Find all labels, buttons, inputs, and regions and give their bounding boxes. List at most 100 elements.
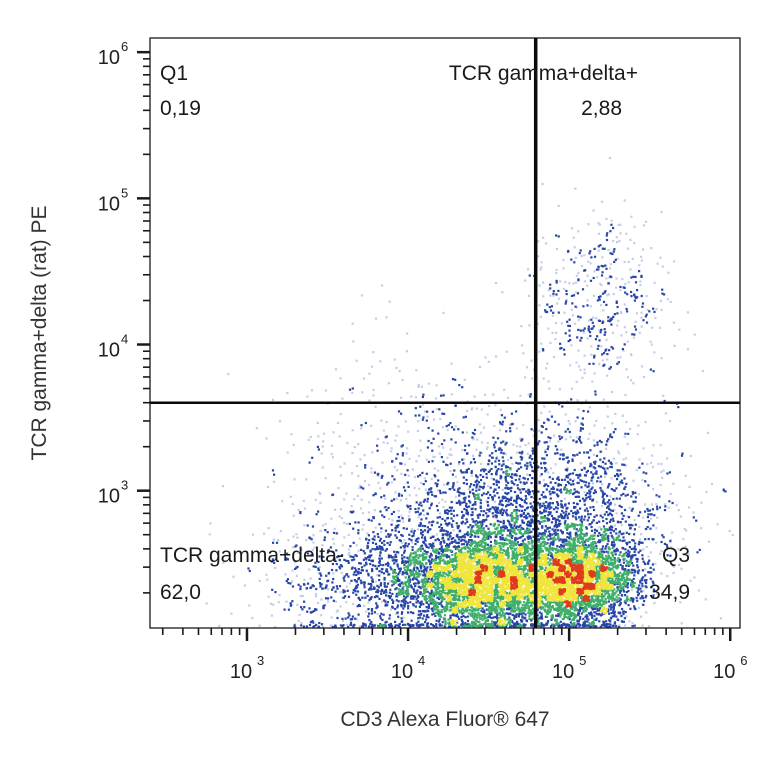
event-dot bbox=[398, 625, 401, 629]
event-dot bbox=[605, 447, 608, 450]
event-dot bbox=[563, 486, 566, 489]
event-dot bbox=[508, 503, 511, 506]
event-dot bbox=[406, 447, 409, 450]
event-dot bbox=[446, 546, 449, 549]
event-dot bbox=[579, 316, 582, 319]
event-dot bbox=[324, 477, 327, 480]
event-dot bbox=[350, 579, 353, 582]
event-dot bbox=[386, 483, 389, 486]
event-dot bbox=[421, 617, 424, 620]
event-dot bbox=[654, 316, 657, 320]
event-dot bbox=[602, 519, 605, 523]
event-dot bbox=[592, 316, 595, 319]
event-dot bbox=[345, 623, 349, 626]
event-dot bbox=[438, 512, 441, 515]
event-dot bbox=[608, 619, 611, 622]
event-dot bbox=[577, 230, 580, 233]
event-dot bbox=[628, 551, 631, 554]
event-dot bbox=[616, 362, 619, 365]
event-dot bbox=[450, 517, 453, 520]
event-dot bbox=[543, 538, 546, 541]
event-dot bbox=[609, 531, 612, 534]
event-dot bbox=[573, 488, 576, 491]
event-dot bbox=[640, 311, 643, 314]
event-dot bbox=[423, 592, 426, 595]
event-dot bbox=[509, 489, 513, 493]
event-dot bbox=[604, 533, 607, 536]
event-dot bbox=[368, 612, 371, 615]
event-dot bbox=[378, 545, 381, 548]
event-dot bbox=[390, 481, 393, 484]
event-dot bbox=[464, 444, 467, 447]
event-dot bbox=[496, 526, 499, 529]
event-dot bbox=[609, 252, 612, 255]
event-dot bbox=[551, 623, 554, 626]
event-dot bbox=[476, 625, 480, 628]
event-dot bbox=[624, 494, 627, 497]
event-dot bbox=[592, 461, 596, 464]
event-dot bbox=[577, 328, 580, 331]
event-dot bbox=[597, 249, 600, 252]
event-dot bbox=[407, 577, 410, 581]
event-dot bbox=[519, 445, 522, 448]
event-dot bbox=[585, 481, 588, 484]
event-dot bbox=[308, 461, 311, 464]
event-dot bbox=[599, 295, 602, 298]
event-dot bbox=[501, 291, 504, 294]
event-dot bbox=[388, 591, 391, 594]
event-dot bbox=[370, 424, 373, 427]
event-dot bbox=[579, 507, 582, 510]
event-dot bbox=[396, 519, 399, 523]
event-dot bbox=[596, 276, 599, 279]
event-dot bbox=[504, 452, 507, 455]
event-dot bbox=[598, 439, 602, 442]
event-dot bbox=[541, 182, 544, 186]
event-dot bbox=[479, 529, 482, 532]
event-dot bbox=[602, 501, 605, 504]
event-dot bbox=[366, 545, 370, 548]
event-dot bbox=[294, 545, 297, 548]
event-dot bbox=[473, 432, 476, 436]
event-dot bbox=[505, 554, 508, 557]
event-dot bbox=[481, 539, 484, 542]
event-dot bbox=[248, 569, 251, 573]
event-dot bbox=[630, 579, 633, 582]
event-dot bbox=[544, 470, 547, 473]
event-dot bbox=[497, 468, 500, 471]
event-dot bbox=[368, 372, 371, 375]
event-dot bbox=[490, 477, 493, 480]
event-dot bbox=[553, 508, 556, 511]
event-dot bbox=[585, 614, 588, 617]
event-dot bbox=[607, 568, 610, 571]
event-dot bbox=[484, 604, 487, 607]
event-dot bbox=[421, 595, 424, 598]
event-dot bbox=[543, 609, 547, 612]
event-dot bbox=[549, 309, 553, 312]
event-dot bbox=[247, 567, 250, 570]
event-dot bbox=[438, 452, 441, 455]
event-dot bbox=[513, 528, 516, 531]
event-dot bbox=[483, 549, 486, 552]
event-dot bbox=[355, 580, 358, 583]
event-dot bbox=[576, 481, 579, 484]
event-dot bbox=[403, 556, 406, 559]
event-dot bbox=[655, 541, 658, 544]
event-dot bbox=[394, 553, 397, 556]
event-dot bbox=[395, 612, 398, 615]
event-dot bbox=[632, 275, 635, 278]
event-dot bbox=[322, 607, 325, 610]
event-dot bbox=[686, 348, 689, 351]
event-dot bbox=[332, 531, 336, 534]
event-dot bbox=[361, 625, 364, 628]
event-dot bbox=[426, 622, 430, 625]
event-dot bbox=[444, 617, 447, 620]
event-dot bbox=[499, 526, 503, 529]
event-dot bbox=[427, 439, 430, 443]
event-dot bbox=[434, 614, 437, 618]
event-dot bbox=[546, 612, 549, 616]
event-dot bbox=[403, 595, 406, 598]
event-dot bbox=[540, 431, 543, 434]
event-dot bbox=[559, 538, 562, 541]
event-dot bbox=[613, 622, 616, 625]
event-dot bbox=[397, 573, 400, 576]
